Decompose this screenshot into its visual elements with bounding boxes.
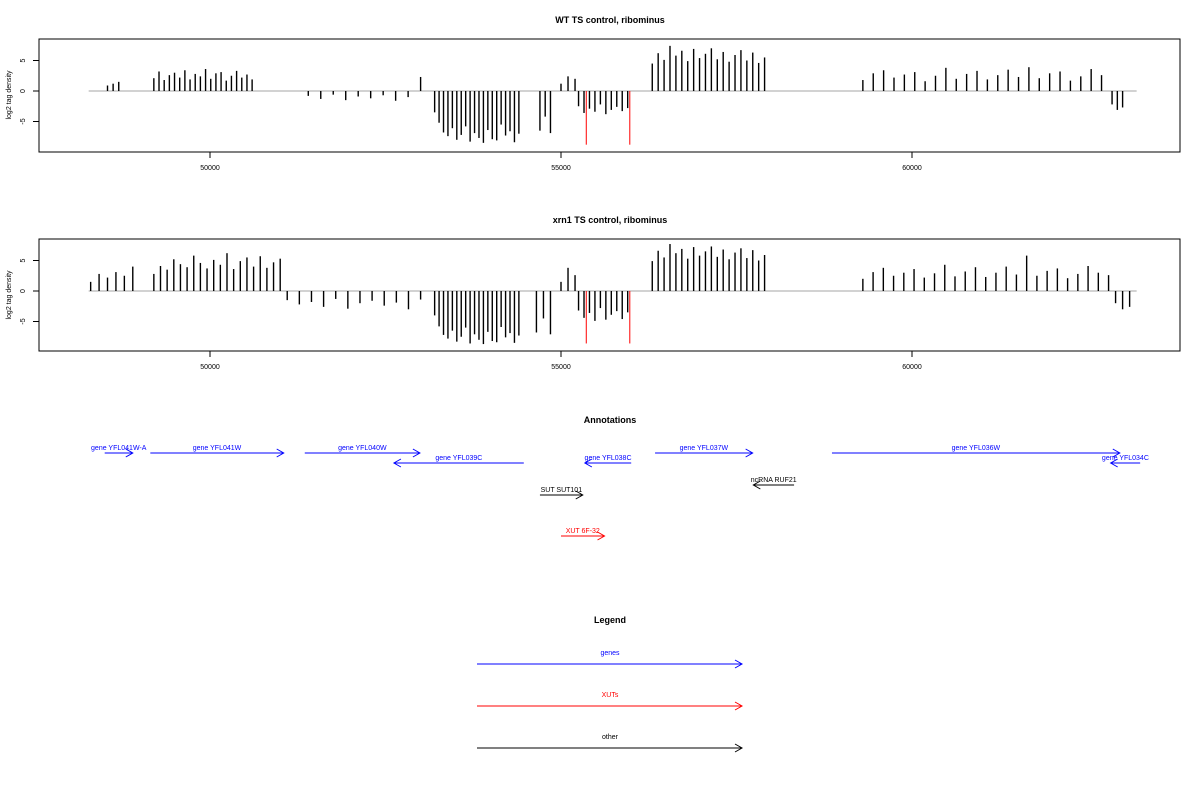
feature-arrowhead xyxy=(412,448,421,458)
feature-label: gene YFL034C xyxy=(1102,455,1149,462)
feature-label: gene YFL037W xyxy=(680,445,729,452)
legend-item: other xyxy=(477,734,744,753)
feature-arrowhead xyxy=(392,458,402,468)
feature-arrowhead xyxy=(583,458,593,468)
legend-item: XUTs xyxy=(477,692,744,711)
x-tick-label: 50000 xyxy=(200,165,220,172)
feature-arrowhead xyxy=(125,448,134,458)
feature-label: ncRNA RUF21 xyxy=(751,477,797,484)
annotations-title: Annotations xyxy=(584,415,637,425)
axes: 50000 55000 60000 -5 0 5 xyxy=(20,58,922,172)
y-tick-label: 0 xyxy=(20,289,27,293)
panel-title: xrn1 TS control, ribominus xyxy=(553,215,668,225)
chart-panel-xrn1: xrn1 TS control, ribominus log2 tag dens… xyxy=(6,215,1181,371)
y-axis-label: log2 tag density xyxy=(6,270,13,320)
feature-label: gene YFL036W xyxy=(952,445,1001,452)
feature-arrowhead xyxy=(1109,458,1118,468)
legend-arrowhead xyxy=(734,659,744,669)
annotation-feature: gene YFL036W xyxy=(831,445,1121,458)
legend-items: genes XUTs other xyxy=(477,650,744,753)
feature-arrowhead xyxy=(752,480,761,490)
feature-label: gene YFL040W xyxy=(338,445,387,452)
feature-label: gene YFL039C xyxy=(435,455,482,462)
legend-arrowhead xyxy=(734,701,744,711)
annotation-feature: XUT 6F-32 xyxy=(561,528,606,541)
annotation-feature: gene YFL041W xyxy=(150,445,285,458)
feature-arrowhead xyxy=(575,490,584,500)
annotation-feature: gene YFL040W xyxy=(304,445,421,458)
legend-item: genes xyxy=(477,650,744,669)
y-axis-label: log2 tag density xyxy=(6,70,13,120)
x-tick-label: 55000 xyxy=(551,165,571,172)
feature-label: XUT 6F-32 xyxy=(566,528,600,535)
x-tick-label: 60000 xyxy=(902,165,922,172)
chart-panel-wt: WT TS control, ribominus log2 tag densit… xyxy=(6,15,1181,172)
feature-arrowhead xyxy=(276,448,285,458)
bar-marks xyxy=(89,244,1131,345)
legend-label: XUTs xyxy=(602,692,619,699)
annotation-feature: gene YFL034C xyxy=(1102,455,1149,468)
y-tick-label: 5 xyxy=(20,258,27,262)
feature-label: SUT SUT101 xyxy=(541,487,583,494)
annotation-feature: gene YFL039C xyxy=(392,455,524,468)
annotation-feature: gene YFL038C xyxy=(583,455,632,468)
legend-label: other xyxy=(602,734,619,741)
x-tick-label: 50000 xyxy=(200,364,220,371)
bar-marks xyxy=(106,45,1124,145)
legend-title: Legend xyxy=(594,615,626,625)
panel-title: WT TS control, ribominus xyxy=(555,15,665,25)
legend-panel: Legend genes XUTs other xyxy=(477,615,744,753)
feature-label: gene YFL041W-A xyxy=(91,445,147,452)
feature-arrowhead xyxy=(745,448,754,458)
feature-arrowhead xyxy=(597,531,606,541)
y-tick-label: -5 xyxy=(20,318,27,324)
axes: 50000 55000 60000 -5 0 5 xyxy=(20,258,922,371)
legend-arrowhead xyxy=(734,743,744,753)
feature-label: gene YFL041W xyxy=(193,445,242,452)
plot-frame xyxy=(38,238,1181,352)
legend-label: genes xyxy=(600,650,620,657)
y-tick-label: 0 xyxy=(20,89,27,93)
x-tick-label: 55000 xyxy=(551,364,571,371)
annotation-features: gene YFL041W-A gene YFL041W gene YFL040W ge… xyxy=(91,445,1149,541)
y-tick-label: 5 xyxy=(20,58,27,62)
feature-arrowhead xyxy=(1112,448,1121,458)
y-tick-label: -5 xyxy=(20,118,27,124)
feature-label: gene YFL038C xyxy=(585,455,632,462)
annotations-panel: Annotations gene YFL041W-A gene YFL041W ge… xyxy=(91,415,1149,541)
plot-frame xyxy=(38,38,1181,153)
annotation-feature: gene YFL037W xyxy=(655,445,754,458)
x-tick-label: 60000 xyxy=(902,364,922,371)
annotation-feature: gene YFL041W-A xyxy=(91,445,147,458)
annotation-feature: ncRNA RUF21 xyxy=(751,477,797,490)
annotation-feature: SUT SUT101 xyxy=(539,487,584,500)
